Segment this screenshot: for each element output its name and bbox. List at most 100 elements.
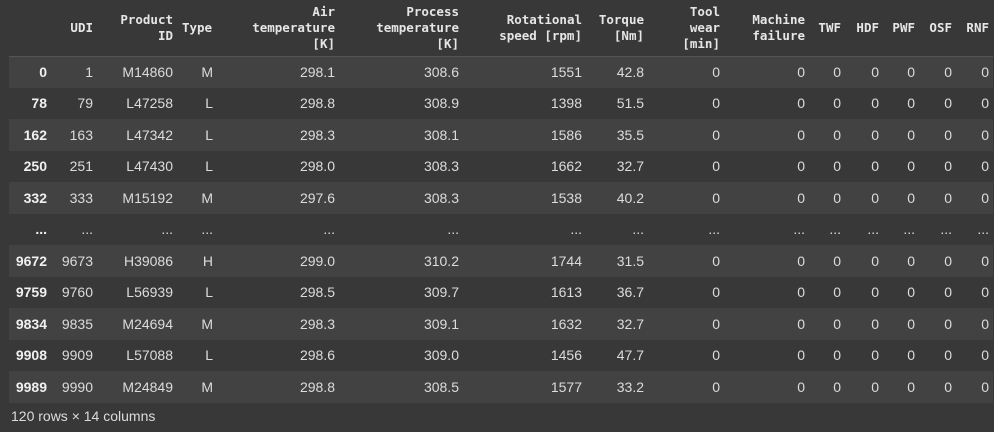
table-cell-tool_wear: 0 — [712, 95, 720, 112]
table-cell-tool_wear: 0 — [712, 126, 720, 143]
row-index: 250 — [23, 158, 47, 175]
table-cell-process_temp: 309.0 — [423, 347, 459, 364]
column-header-line: wear — [689, 19, 720, 35]
table-cell-rot_speed: 1632 — [550, 315, 582, 332]
table-cell-hdf: 0 — [871, 378, 879, 395]
table-row: 9672 9673 H39086 H 299.0 310.2 1744 31.5 0 0 0 0 0 0 0 — [9, 245, 993, 277]
table-cell-rnf: 0 — [981, 126, 989, 143]
table-cell-type: M — [201, 315, 213, 332]
table-row: 78 79 L47258 L 298.8 308.9 1398 51.5 0 0 0 0 0 0 0 — [9, 87, 993, 119]
column-header-line: TWF — [818, 19, 841, 35]
table-cell-osf: 0 — [944, 126, 952, 143]
table-cell-twf: 0 — [833, 284, 841, 301]
table-cell-hdf: 0 — [871, 158, 879, 175]
column-header-line: temperature — [376, 19, 459, 35]
table-cell-osf: 0 — [944, 252, 952, 269]
table-cell-twf: ... — [829, 221, 841, 238]
column-header-machine_failure: Machine failure — [724, 0, 809, 57]
table-cell-hdf: 0 — [871, 95, 879, 112]
table-cell-air_temp: 297.6 — [299, 189, 335, 206]
table-cell-udi: 9909 — [61, 347, 93, 364]
table-cell-machine_failure: 0 — [797, 158, 805, 175]
column-header-rot_speed: Rotational speed [rpm] — [463, 0, 586, 57]
table-row: 162 163 L47342 L 298.3 308.1 1586 35.5 0 0 0 0 0 0 0 — [9, 119, 993, 151]
table-cell-air_temp: 299.0 — [299, 252, 335, 269]
table-cell-udi: 9835 — [61, 315, 93, 332]
table-cell-twf: 0 — [833, 315, 841, 332]
row-index: 9908 — [15, 347, 47, 364]
table-cell-hdf: ... — [867, 221, 879, 238]
column-header-line: ID — [157, 27, 173, 43]
table-cell-torque: 35.5 — [616, 126, 644, 143]
table-cell-rot_speed: ... — [570, 221, 582, 238]
table-cell-process_temp: 308.1 — [423, 126, 459, 143]
column-header-line: HDF — [856, 19, 879, 35]
row-index: 162 — [23, 126, 47, 143]
table-cell-hdf: 0 — [871, 252, 879, 269]
table-cell-type: L — [205, 95, 213, 112]
table-cell-product_id: M24849 — [122, 378, 173, 395]
table-cell-twf: 0 — [833, 252, 841, 269]
table-cell-product_id: M24694 — [122, 315, 173, 332]
table-cell-osf: 0 — [944, 158, 952, 175]
column-header-line: PWF — [892, 19, 915, 35]
table-cell-torque: 31.5 — [616, 252, 644, 269]
table-cell-torque: 32.7 — [616, 158, 644, 175]
table-cell-rnf: 0 — [981, 378, 989, 395]
column-header-line: Torque — [598, 11, 644, 27]
table-cell-pwf: 0 — [907, 252, 915, 269]
row-index: 9759 — [15, 284, 47, 301]
table-cell-product_id: L47258 — [126, 95, 173, 112]
table-cell-udi: 1 — [85, 64, 93, 80]
table-cell-udi: 333 — [69, 189, 93, 206]
table-cell-air_temp: 298.3 — [299, 126, 335, 143]
table-cell-product_id: L47430 — [126, 158, 173, 175]
table-cell-tool_wear: 0 — [712, 64, 720, 80]
table-cell-osf: 0 — [944, 315, 952, 332]
table-cell-hdf: 0 — [871, 284, 879, 301]
table-cell-tool_wear: 0 — [712, 189, 720, 206]
column-header-pwf: PWF — [883, 0, 919, 57]
row-index: 9834 — [15, 315, 47, 332]
table-cell-product_id: L47342 — [126, 126, 173, 143]
table-cell-air_temp: 298.3 — [299, 315, 335, 332]
table-cell-product_id: L56939 — [126, 284, 173, 301]
table-cell-rot_speed: 1577 — [550, 378, 582, 395]
table-cell-pwf: 0 — [907, 126, 915, 143]
column-header-osf: OSF — [919, 0, 956, 57]
table-cell-machine_failure: 0 — [797, 315, 805, 332]
table-cell-rnf: 0 — [981, 284, 989, 301]
table-cell-torque: 32.7 — [616, 315, 644, 332]
table-cell-pwf: ... — [903, 221, 915, 238]
row-index: ... — [35, 221, 47, 238]
table-cell-process_temp: 308.6 — [423, 64, 459, 80]
table-cell-air_temp: 298.6 — [299, 347, 335, 364]
table-cell-pwf: 0 — [907, 284, 915, 301]
table-cell-torque: 36.7 — [616, 284, 644, 301]
table-cell-machine_failure: 0 — [797, 189, 805, 206]
row-index: 9989 — [15, 378, 47, 395]
table-cell-product_id: M14860 — [122, 64, 173, 80]
table-cell-type: M — [201, 378, 213, 395]
table-cell-rnf: 0 — [981, 189, 989, 206]
table-cell-process_temp: 308.3 — [423, 158, 459, 175]
table-cell-rnf: 0 — [981, 95, 989, 112]
row-index: 9672 — [15, 252, 47, 269]
table-cell-type: L — [205, 284, 213, 301]
table-cell-process_temp: 308.3 — [423, 189, 459, 206]
table-cell-rot_speed: 1538 — [550, 189, 582, 206]
table-cell-twf: 0 — [833, 378, 841, 395]
table-header-row: UDI Product ID Type Air temperature [K] Process… — [9, 0, 993, 57]
table-cell-rot_speed: 1662 — [550, 158, 582, 175]
table-cell-twf: 0 — [833, 189, 841, 206]
table-cell-tool_wear: 0 — [712, 284, 720, 301]
table-cell-machine_failure: 0 — [797, 347, 805, 364]
table-cell-torque: 42.8 — [616, 64, 644, 80]
table-cell-hdf: 0 — [871, 315, 879, 332]
column-header-line: Rotational — [506, 11, 582, 27]
table-row: 0 1 M14860 M 298.1 308.6 1551 42.8 0 0 0 0 0 0 0 — [9, 56, 993, 88]
table-cell-udi: 251 — [69, 158, 93, 175]
column-header-line: speed [rpm] — [499, 27, 582, 43]
table-cell-machine_failure: 0 — [797, 284, 805, 301]
table-cell-torque: ... — [632, 221, 644, 238]
